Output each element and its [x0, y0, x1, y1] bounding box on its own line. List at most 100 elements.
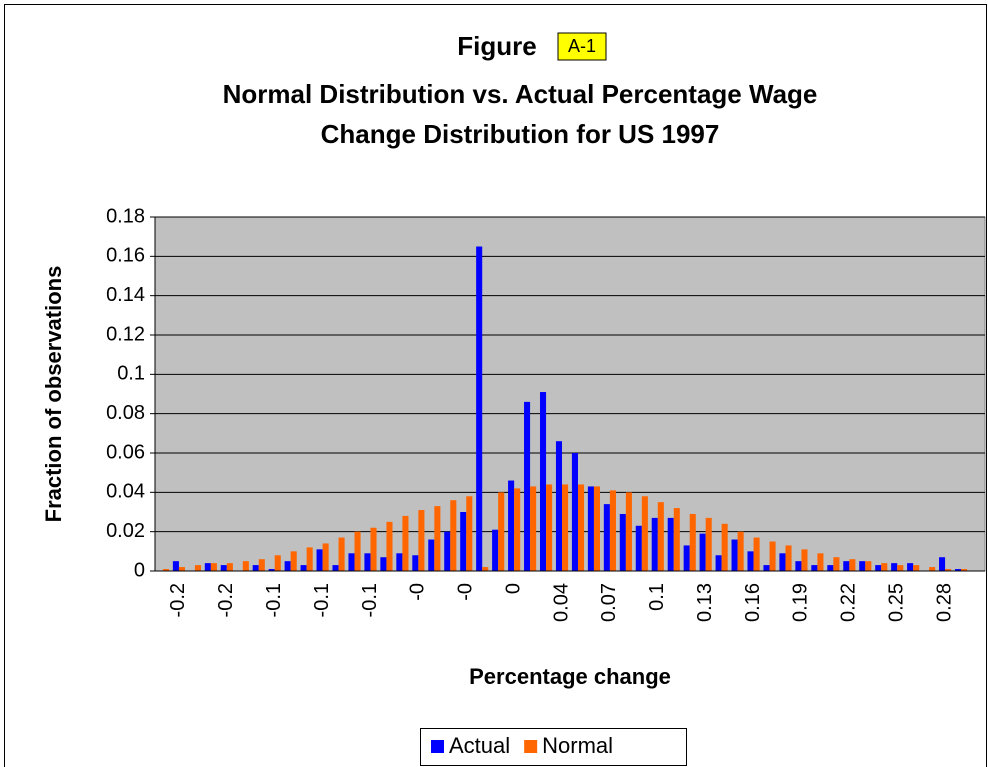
- bar: [178, 567, 186, 571]
- x-tick-label: 0.28: [933, 583, 955, 622]
- bar: [731, 539, 738, 571]
- bar: [843, 561, 850, 571]
- bar: [747, 551, 754, 571]
- bar: [539, 392, 547, 571]
- x-tick-label: -0.2: [215, 583, 237, 617]
- bar: [508, 480, 515, 571]
- x-tick-label: 0: [502, 583, 524, 594]
- bar: [332, 565, 339, 571]
- bar: [865, 561, 872, 571]
- bar: [795, 561, 802, 571]
- bar: [252, 565, 259, 571]
- x-tick-label: -0.1: [263, 583, 285, 617]
- bar: [939, 557, 946, 571]
- legend-box: [420, 728, 687, 766]
- bar: [667, 517, 674, 571]
- y-axis-title: Fraction of observations: [41, 266, 66, 523]
- bar: [530, 486, 537, 571]
- bar: [354, 531, 361, 571]
- bar: [603, 504, 610, 571]
- x-tick-label: -0.2: [167, 583, 189, 617]
- bar: [210, 563, 217, 571]
- bar: [929, 567, 936, 571]
- bar: [402, 515, 409, 571]
- bar: [683, 545, 690, 571]
- bar: [460, 512, 467, 571]
- bar: [322, 543, 329, 571]
- bar: [258, 559, 265, 571]
- bar: [657, 502, 664, 571]
- bar: [364, 553, 371, 571]
- bar: [769, 541, 776, 571]
- bar: [753, 537, 760, 571]
- bar: [817, 553, 824, 571]
- bar: [274, 555, 281, 571]
- bar: [705, 517, 712, 571]
- bar: [651, 517, 658, 571]
- annotation: A-1: [568, 36, 596, 56]
- bar: [546, 484, 553, 571]
- bar: [348, 553, 355, 571]
- chart-title: Change Distribution for US 1997: [321, 119, 720, 149]
- y-tick-label: 0.16: [106, 245, 145, 267]
- bar: [562, 484, 569, 571]
- legend-swatch: [431, 740, 444, 753]
- bar: [290, 551, 297, 571]
- bar: [619, 513, 626, 571]
- bar: [492, 529, 499, 571]
- bar: [284, 561, 291, 571]
- bar: [172, 561, 179, 571]
- bar: [571, 453, 578, 571]
- bar: [641, 496, 648, 571]
- bar: [673, 508, 680, 571]
- bar: [524, 401, 531, 571]
- bar: [833, 557, 840, 571]
- bar: [242, 561, 249, 571]
- bar: [593, 486, 601, 571]
- bar: [306, 547, 313, 571]
- plot-area: [154, 216, 986, 572]
- bar: [396, 553, 403, 571]
- y-tick-label: 0.04: [106, 481, 145, 503]
- y-tick-label: 0.08: [106, 402, 145, 424]
- bar: [194, 565, 201, 571]
- bar: [338, 537, 345, 571]
- bar: [881, 563, 888, 571]
- bar: [386, 521, 393, 571]
- y-tick-label: 0.02: [106, 520, 145, 542]
- bar: [875, 565, 882, 571]
- x-tick-label: 0.04: [550, 583, 572, 622]
- bar: [609, 490, 616, 571]
- bar: [907, 563, 914, 571]
- bar: [498, 492, 505, 571]
- bar: [412, 555, 419, 571]
- chart-title: Figure: [457, 31, 536, 61]
- bar: [434, 506, 441, 571]
- bar: [913, 565, 920, 571]
- bar: [785, 545, 792, 571]
- bar: [476, 246, 483, 571]
- bar: [625, 492, 632, 571]
- bar: [587, 486, 594, 571]
- x-tick-label: 0.1: [646, 583, 668, 611]
- bar: [380, 557, 387, 571]
- x-tick-label: -0.1: [311, 583, 333, 617]
- x-tick-label: 0.13: [694, 583, 716, 622]
- legend-label: Normal: [542, 733, 613, 758]
- y-tick-label: 0.14: [106, 284, 145, 306]
- x-tick-label: 0.16: [742, 583, 764, 622]
- bar: [370, 527, 377, 571]
- x-tick-label: 0.25: [885, 583, 907, 622]
- y-tick-label: 0.12: [106, 323, 145, 345]
- chart-title: Normal Distribution vs. Actual Percentag…: [223, 79, 818, 109]
- x-tick-label: 0.22: [838, 583, 860, 622]
- bar: [418, 510, 425, 571]
- bar: [450, 500, 457, 571]
- bar: [699, 533, 706, 571]
- bar: [689, 513, 696, 571]
- bar: [220, 565, 227, 571]
- bar: [162, 569, 170, 571]
- y-tick-label: 0.06: [106, 441, 145, 463]
- y-tick-label: 0.1: [117, 363, 145, 385]
- bar: [316, 549, 323, 571]
